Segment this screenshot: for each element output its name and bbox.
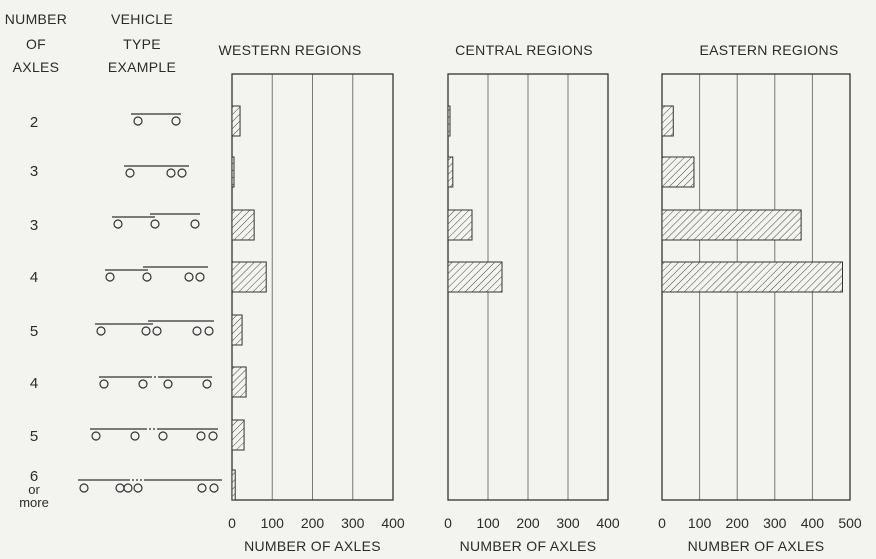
tick-label-eastern-300: 300 xyxy=(763,515,787,531)
bar-western-3 xyxy=(231,209,255,241)
bar-western-7 xyxy=(231,419,245,451)
tick-label-eastern-0: 0 xyxy=(658,515,666,531)
row-label-7: 5 xyxy=(30,428,38,445)
axis-title-western: NUMBER OF AXLES xyxy=(244,538,381,554)
axle-count-labels: 2 3 3 4 5 4 5 6 or more xyxy=(19,114,49,510)
bar-eastern-2 xyxy=(661,156,695,188)
row-label-1: 2 xyxy=(30,114,38,131)
bar-western-1 xyxy=(231,105,241,137)
vehicle-type-header: VEHICLE TYPE EXAMPLE xyxy=(108,11,176,75)
tick-label-central-300: 300 xyxy=(556,515,580,531)
bar-central-3 xyxy=(447,209,473,241)
tick-label-western-0: 0 xyxy=(228,515,236,531)
row-label-8-line1: 6 xyxy=(30,468,38,485)
tick-label-central-200: 200 xyxy=(516,515,540,531)
tick-label-western-100: 100 xyxy=(261,515,285,531)
tick-label-western-400: 400 xyxy=(381,515,405,531)
bar-western-8 xyxy=(231,469,236,501)
panel-title-central: CENTRAL REGIONS xyxy=(455,42,593,58)
bar-central-2 xyxy=(447,156,454,188)
semitrailer-full-trailer-5-axle-icon xyxy=(90,428,218,441)
number-of-axles-header: NUMBER OF AXLES xyxy=(5,11,67,75)
tractor-semitrailer-5-axle-icon xyxy=(95,320,214,336)
tick-label-eastern-200: 200 xyxy=(726,515,750,531)
bar-central-4 xyxy=(447,261,503,293)
multi-trailer-6-axle-icon xyxy=(78,479,222,493)
panel-title-western: WESTERN REGIONS xyxy=(219,42,362,58)
row-label-3: 3 xyxy=(30,217,38,234)
tractor-semitrailer-3-axle-icon xyxy=(112,213,200,229)
row-label-8-line3: more xyxy=(19,495,49,510)
tractor-semitrailer-4-axle-icon xyxy=(105,266,208,282)
truck-3-axle-icon xyxy=(124,165,189,178)
bar-western-4 xyxy=(231,261,267,293)
tick-label-central-0: 0 xyxy=(444,515,452,531)
bar-western-2 xyxy=(231,156,235,188)
axis-title-eastern: NUMBER OF AXLES xyxy=(688,538,825,554)
header-axles: AXLES xyxy=(13,59,60,75)
row-label-4: 4 xyxy=(30,269,38,286)
tick-label-central-400: 400 xyxy=(596,515,620,531)
vehicle-schematics xyxy=(78,113,222,493)
row-label-8-line2: or xyxy=(28,482,40,497)
header-type: TYPE xyxy=(123,36,161,52)
bar-eastern-3 xyxy=(661,209,802,241)
semitrailer-full-trailer-4-axle-icon xyxy=(99,376,212,389)
bar-western-5 xyxy=(231,314,243,346)
bar-western-6 xyxy=(231,366,247,398)
truck-2-axle-icon xyxy=(131,113,181,126)
bar-eastern-1 xyxy=(661,105,674,137)
header-vehicle: VEHICLE xyxy=(111,11,173,27)
panel-eastern: 0 100 200 300 400 500 NUMBER OF AXLES xyxy=(658,73,862,554)
row-label-6: 4 xyxy=(30,375,38,392)
tick-label-eastern-400: 400 xyxy=(801,515,825,531)
row-label-5: 5 xyxy=(30,323,38,340)
row-label-2: 3 xyxy=(30,163,38,180)
axis-title-central: NUMBER OF AXLES xyxy=(460,538,597,554)
tick-label-eastern-500: 500 xyxy=(838,515,862,531)
header-example: EXAMPLE xyxy=(108,59,176,75)
tick-label-western-200: 200 xyxy=(301,515,325,531)
tick-label-western-300: 300 xyxy=(341,515,365,531)
tick-label-central-100: 100 xyxy=(476,515,500,531)
bar-central-1 xyxy=(447,105,451,137)
panel-central: 0 100 200 300 400 NUMBER OF AXLES xyxy=(444,73,620,554)
bar-eastern-4 xyxy=(661,261,843,293)
panel-title-eastern: EASTERN REGIONS xyxy=(699,42,838,58)
header-of: OF xyxy=(26,36,46,52)
tick-label-eastern-100: 100 xyxy=(688,515,712,531)
header-number: NUMBER xyxy=(5,11,67,27)
